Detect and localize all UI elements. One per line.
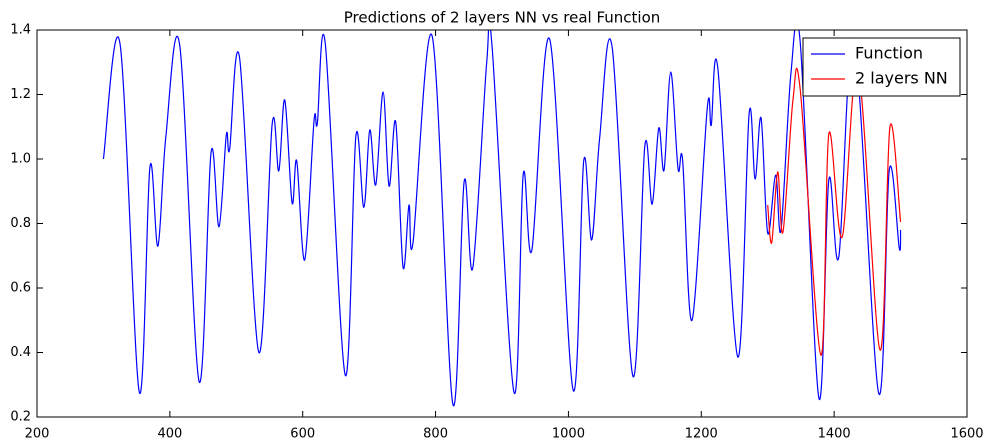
series-line [102, 30, 902, 407]
x-tick-label: 200 [25, 427, 50, 442]
series-line [767, 66, 902, 356]
y-tick-label: 1.0 [10, 152, 31, 167]
x-tick-label: 600 [290, 427, 315, 442]
x-tick-label: 400 [157, 427, 182, 442]
legend-box [802, 37, 961, 97]
legend-label: Function [855, 44, 923, 63]
y-tick-label: 0.2 [10, 410, 31, 425]
y-tick-label: 1.2 [10, 87, 31, 102]
chart-title: Predictions of 2 layers NN vs real Funct… [344, 9, 661, 27]
x-tick-label: 1600 [950, 427, 983, 442]
y-tick-label: 1.4 [10, 23, 31, 38]
y-tick-label: 0.8 [10, 216, 31, 231]
y-tick-label: 0.4 [10, 345, 31, 360]
plot-frame [36, 29, 968, 418]
y-tick-label: 0.6 [10, 281, 31, 296]
x-tick-label: 1000 [552, 427, 585, 442]
x-tick-label: 800 [423, 427, 448, 442]
legend-label: 2 layers NN [855, 69, 948, 88]
x-tick-label: 1400 [818, 427, 851, 442]
x-tick-label: 1200 [685, 427, 718, 442]
